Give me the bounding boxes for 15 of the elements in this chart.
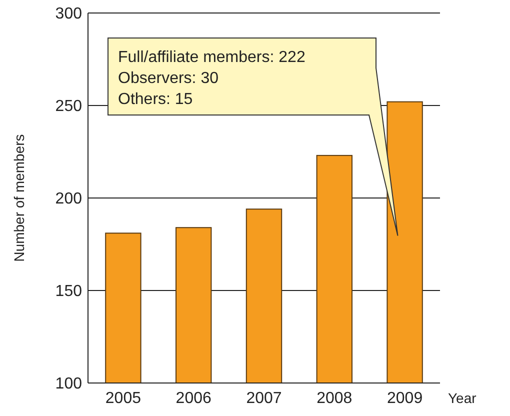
y-tick-label: 100 [55,376,82,393]
annotation: Observers: 30 [118,70,219,87]
y-tick-label: 200 [55,190,82,208]
y-tick-label: 250 [55,98,82,116]
x-tick-label: 2008 [316,390,352,407]
annotation: Full/affiliate members: 222 [118,49,306,66]
annotation: Others: 15 [118,91,193,108]
x-axis-title: Year [448,390,477,406]
x-tick-label: 2007 [246,390,282,407]
y-tick-label: 300 [55,6,82,23]
x-tick-label: 2009 [387,390,423,407]
y-axis-title: Number of members [11,134,27,262]
y-tick-label: 150 [55,283,82,300]
x-tick-label: 2005 [105,390,142,407]
x-tick-label: 2006 [176,390,212,407]
